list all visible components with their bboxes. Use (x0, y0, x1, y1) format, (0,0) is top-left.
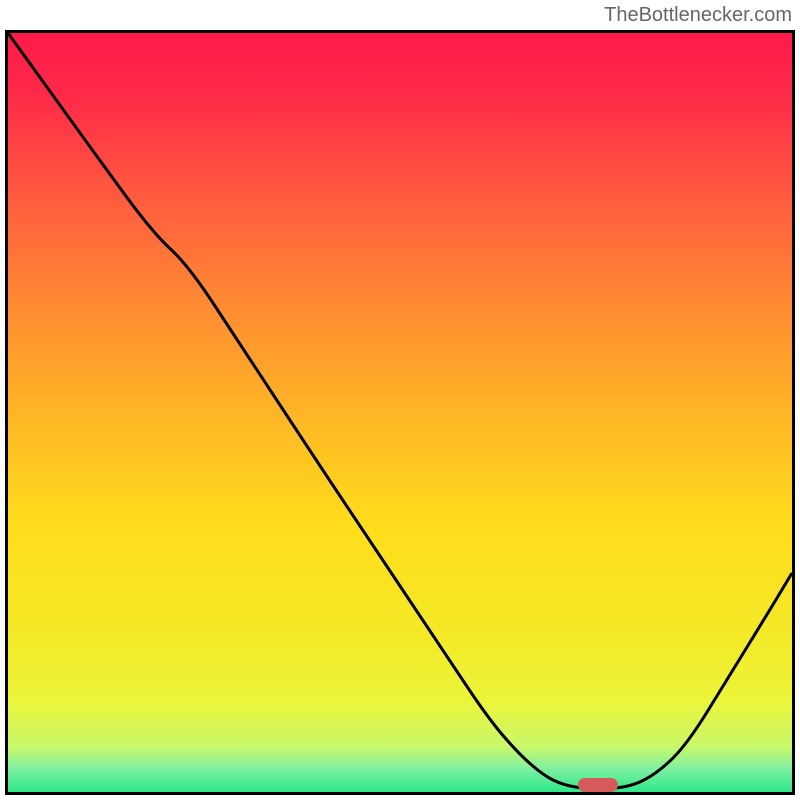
optimal-marker (578, 778, 618, 792)
chart-frame (5, 30, 795, 795)
watermark-text: TheBottlenecker.com (604, 4, 792, 27)
bottleneck-curve (8, 33, 792, 789)
curve-overlay (8, 33, 792, 792)
